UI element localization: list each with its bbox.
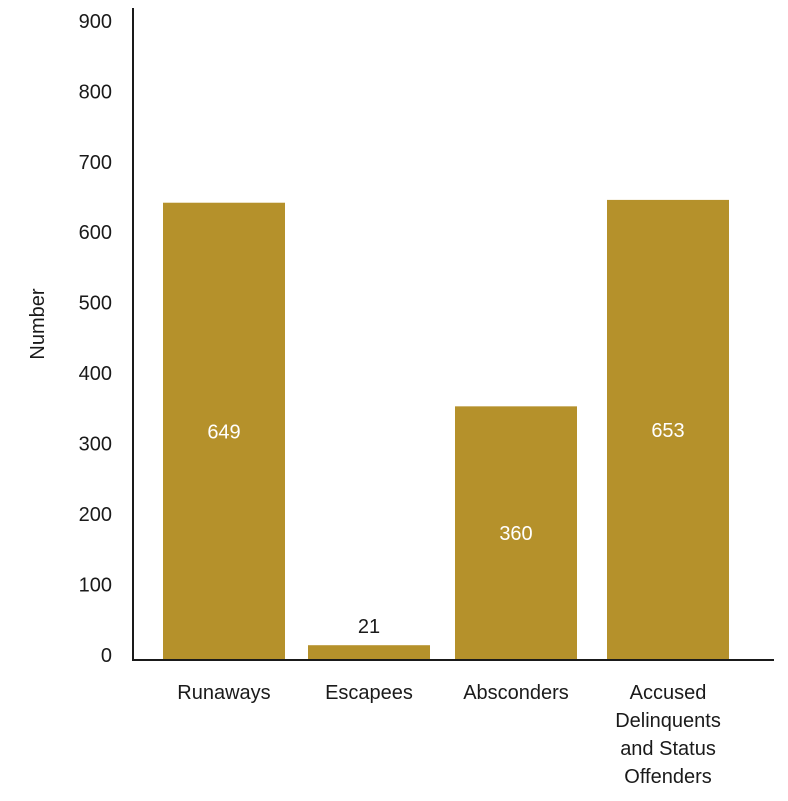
x-tick-label-line: Escapees bbox=[325, 682, 413, 704]
y-axis-ticks: 0 100 200 300 400 500 600 700 800 900 bbox=[79, 11, 112, 667]
y-tick-label: 500 bbox=[79, 293, 112, 315]
x-axis-labels: Runaways Escapees Absconders Accused Delinqu… bbox=[177, 682, 721, 788]
y-tick-label: 0 bbox=[101, 645, 112, 667]
y-axis-label: Number bbox=[27, 288, 49, 359]
bars bbox=[163, 199, 729, 661]
x-tick-label-line: Absconders bbox=[463, 682, 569, 704]
x-tick-label-line: Accused bbox=[630, 682, 707, 704]
x-tick-label-line: Runaways bbox=[177, 682, 270, 704]
data-label: 649 bbox=[207, 421, 240, 443]
data-label: 653 bbox=[651, 420, 684, 442]
data-label: 21 bbox=[358, 616, 380, 638]
x-tick-label: Accused Delinquents and Status Offenders bbox=[615, 682, 721, 788]
bar bbox=[308, 645, 430, 660]
x-tick-label-line: Offenders bbox=[624, 766, 711, 788]
y-tick-label: 700 bbox=[79, 152, 112, 174]
x-tick-label: Runaways bbox=[177, 682, 270, 704]
data-label: 360 bbox=[499, 523, 532, 545]
x-tick-label: Absconders bbox=[463, 682, 569, 704]
x-tick-label-line: Delinquents bbox=[615, 710, 721, 732]
data-labels: 649 21 360 653 bbox=[207, 420, 684, 638]
bar bbox=[455, 406, 577, 660]
y-tick-label: 200 bbox=[79, 504, 112, 526]
y-tick-label: 300 bbox=[79, 434, 112, 456]
y-tick-label: 600 bbox=[79, 222, 112, 244]
bar bbox=[607, 199, 729, 661]
y-tick-label: 800 bbox=[79, 81, 112, 103]
x-tick-label: Escapees bbox=[325, 682, 413, 704]
y-tick-label: 100 bbox=[79, 575, 112, 597]
y-tick-label: 400 bbox=[79, 363, 112, 385]
x-tick-label-line: and Status bbox=[620, 738, 716, 760]
bar bbox=[163, 202, 285, 660]
y-tick-label: 900 bbox=[79, 11, 112, 33]
